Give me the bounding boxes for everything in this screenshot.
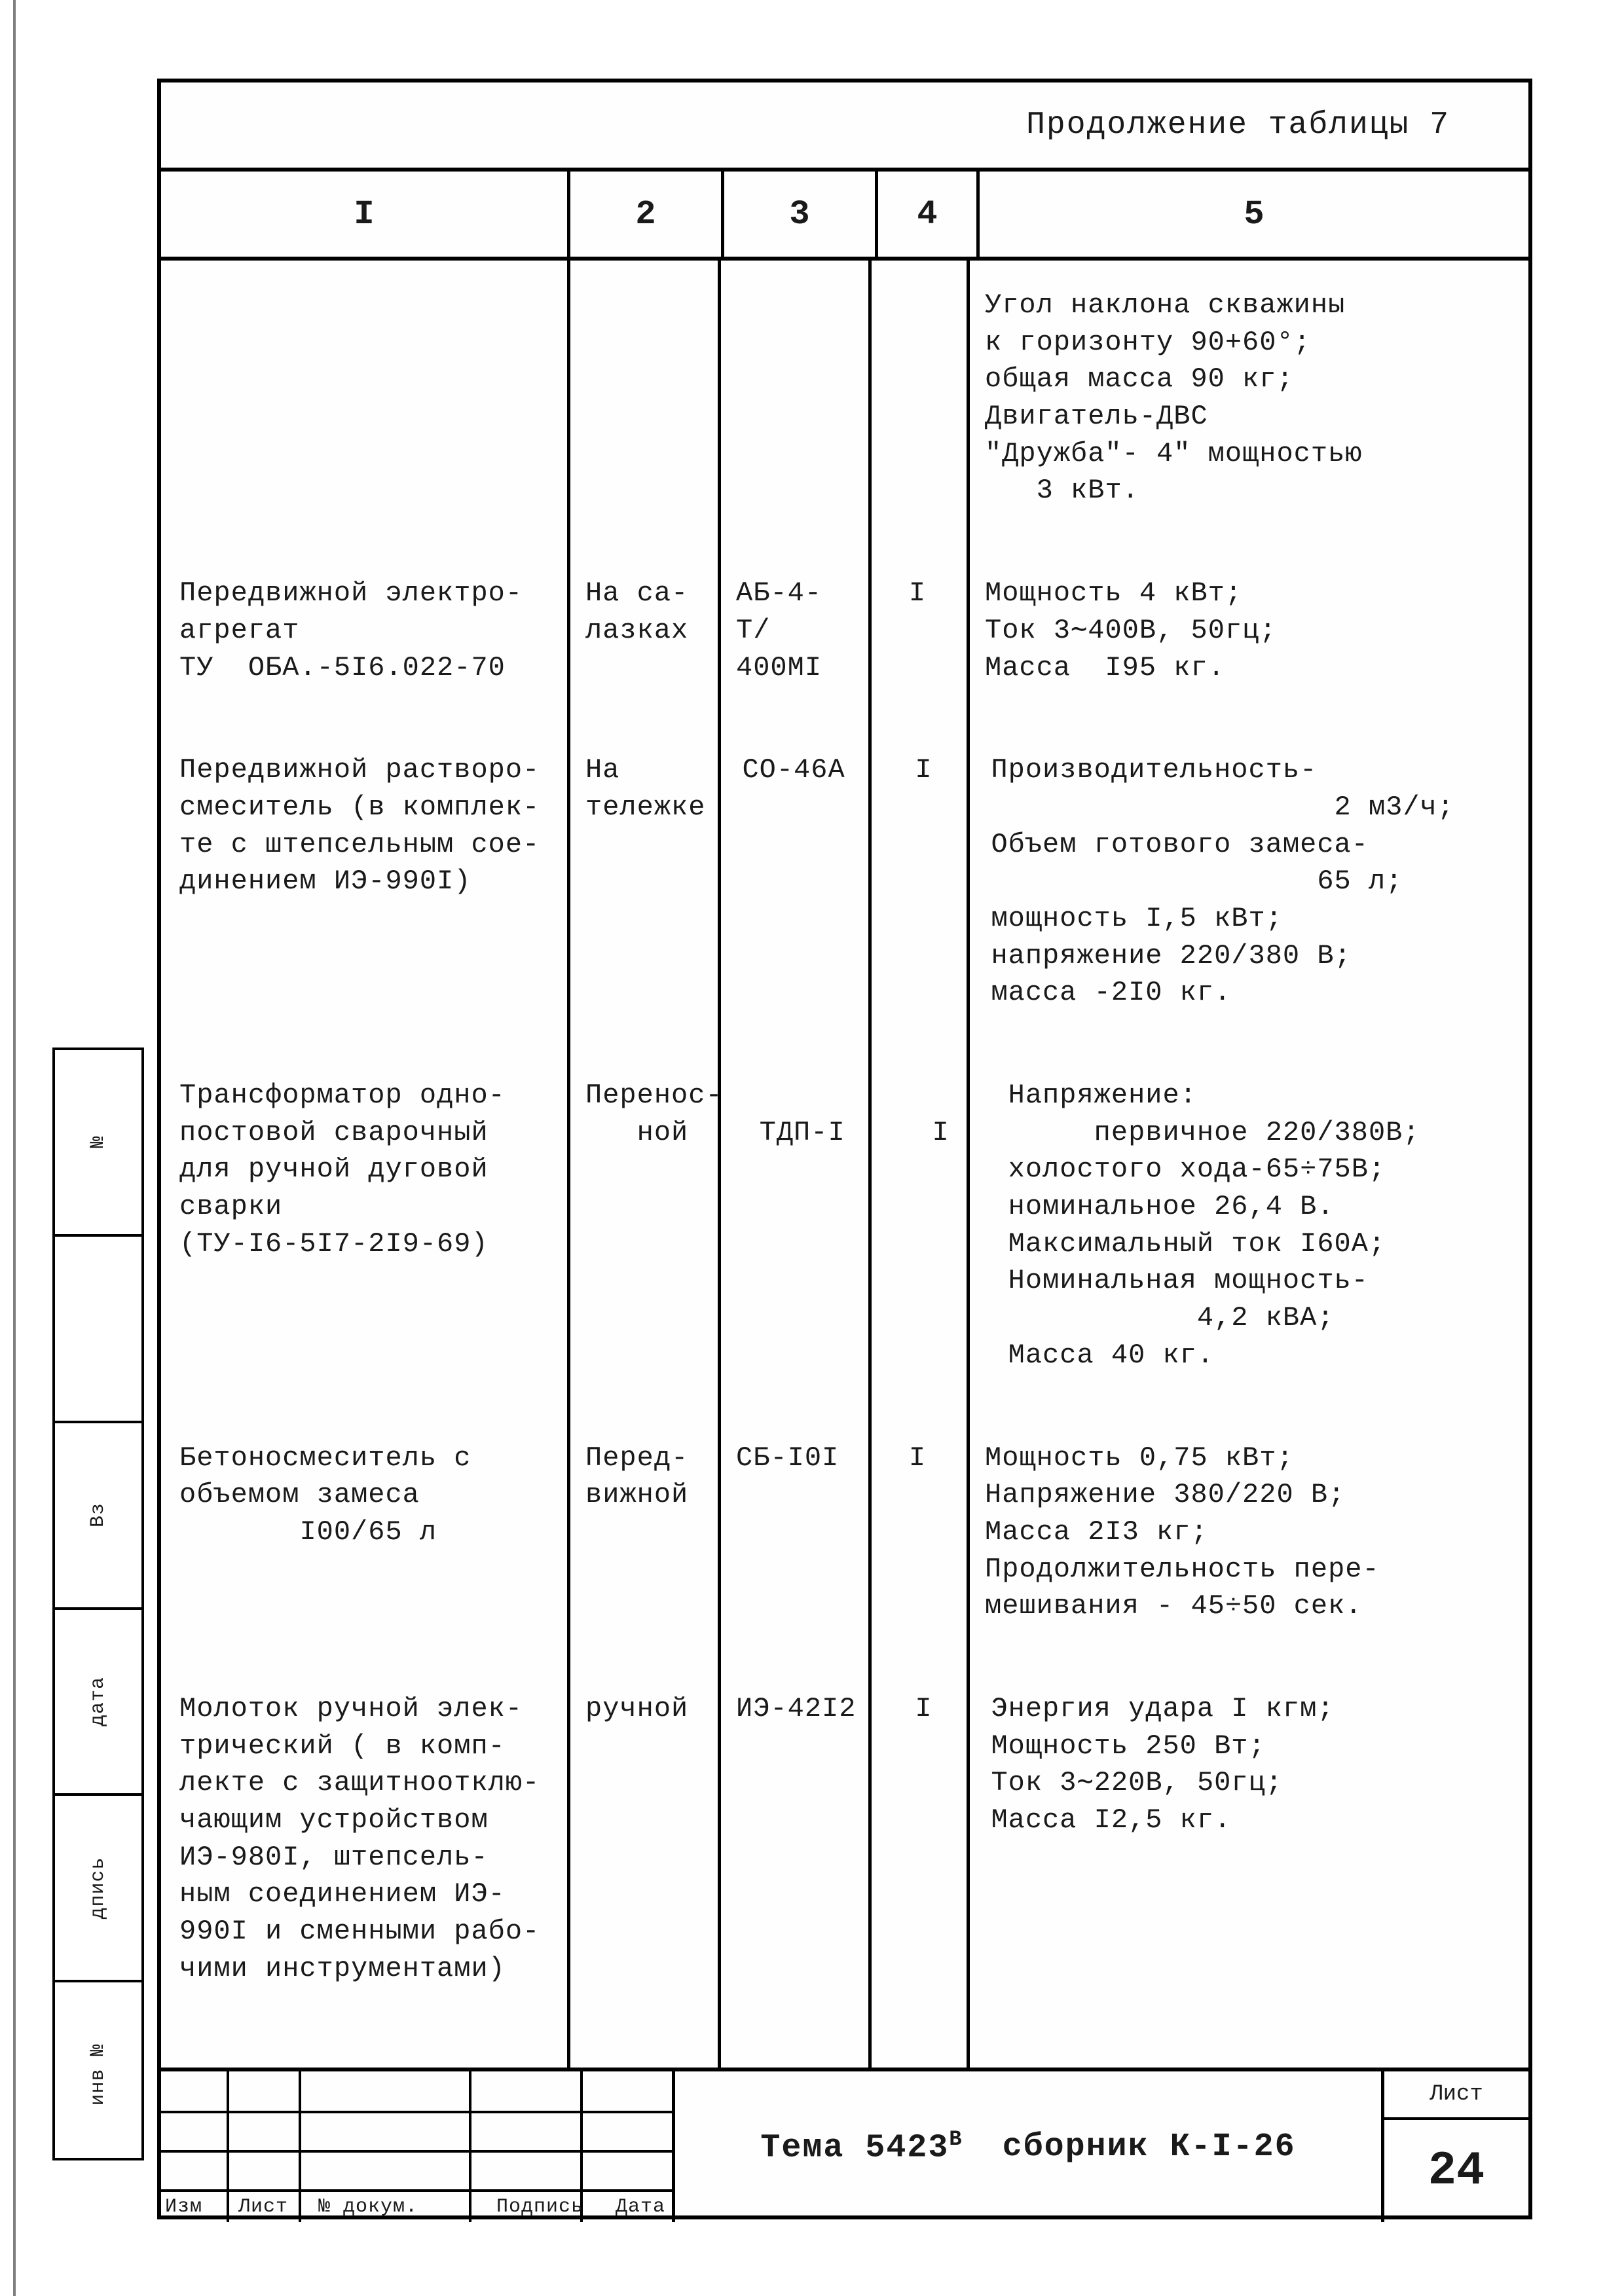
stamp-label: Дата (612, 2196, 711, 2218)
cell-qty: I (874, 1690, 972, 1988)
cell-specs: Энергия удара I кгм; Мощность 250 Вт; То… (972, 1690, 1528, 1988)
col-header-1: I (161, 172, 570, 257)
document-id: Тема 5423В сборник К-I-26 (698, 2071, 1358, 2222)
cell-qty (868, 287, 967, 509)
table-row: Передвижной электро- агрегат ТУ ОБА.-5I6… (161, 549, 1528, 725)
cell-qty: I (868, 1440, 967, 1625)
col-header-4: 4 (878, 172, 980, 257)
cell-qty: I (868, 575, 967, 686)
stamp-label: № докум. (314, 2196, 492, 2218)
binding-label: инв № (87, 2043, 109, 2105)
cell-type: На са- лазках (567, 575, 718, 686)
sheet-number: 24 (1384, 2120, 1528, 2222)
topic-code: Тема 5423 (760, 2129, 949, 2166)
cell-model: ИЭ-42I2 (718, 1690, 874, 1988)
cell-model (718, 287, 868, 509)
table-continuation-caption: Продолжение таблицы 7 (161, 82, 1528, 172)
cell-name: Передвижной электро- агрегат ТУ ОБА.-5I6… (161, 575, 567, 686)
table-row: Молоток ручной элек- трический ( в комп-… (161, 1664, 1528, 2027)
revision-grid-labels: Изм Лист № докум. Подпись Дата (161, 2196, 711, 2218)
cell-type: На тележке (567, 752, 724, 1011)
cell-specs: Угол наклона скважины к горизонту 90+60°… (967, 287, 1528, 509)
binding-label: дата (87, 1677, 109, 1726)
stamp-label: Лист (234, 2196, 314, 2218)
col-header-2: 2 (570, 172, 724, 257)
title-block: Изм Лист № докум. Подпись Дата Тема 5423… (161, 2071, 1528, 2222)
cell-specs: Мощность 0,75 кВт; Напряжение 380/220 В;… (967, 1440, 1528, 1625)
cell-name: Трансформатор одно- постовой сварочный д… (161, 1077, 567, 1374)
table-row: Угол наклона скважины к горизонту 90+60°… (161, 261, 1528, 549)
cell-name: Бетоносмеситель с объемом замеса I00/65 … (161, 1440, 567, 1625)
cell-type: ручной (567, 1690, 718, 1988)
binding-strip: № Вз дата дпись инв № (52, 1048, 144, 2160)
stamp-label: Изм (161, 2196, 234, 2218)
cell-type: Перед- вижной (567, 1440, 718, 1625)
cell-name: Передвижной растворо- смеситель (в компл… (161, 752, 567, 1011)
table-header-row: I 2 3 4 5 (161, 172, 1528, 261)
col-header-3: 3 (724, 172, 878, 257)
stamp-label: Подпись (492, 2196, 612, 2218)
binding-label: дпись (87, 1857, 109, 1919)
cell-qty: I (892, 1077, 990, 1374)
cell-name (161, 287, 567, 509)
binding-label: № (87, 1136, 109, 1148)
sheet-label: Лист (1384, 2071, 1528, 2120)
table-row: Трансформатор одно- постовой сварочный д… (161, 1051, 1528, 1413)
binding-label: Вз (87, 1503, 109, 1527)
revision-grid: Изм Лист № докум. Подпись Дата (161, 2071, 675, 2222)
cell-type: Перенос- ной (567, 1077, 741, 1374)
cell-model: СО-46А (724, 752, 874, 1011)
cell-model: АБ-4-Т/ 400МI (718, 575, 868, 686)
page-frame: Продолжение таблицы 7 I 2 3 4 5 Угол нак… (157, 79, 1532, 2219)
table-row: Бетоносмеситель с объемом замеса I00/65 … (161, 1413, 1528, 1664)
sheet-number-box: Лист 24 (1381, 2071, 1528, 2222)
cell-name: Молоток ручной элек- трический ( в комп-… (161, 1690, 567, 1988)
collection-code: сборник К-I-26 (1003, 2128, 1296, 2166)
topic-super: В (949, 2127, 963, 2151)
table-body: Угол наклона скважины к горизонту 90+60°… (161, 261, 1528, 2071)
cell-specs: Мощность 4 кВт; Ток 3∼400В, 50гц; Масса … (967, 575, 1528, 686)
table-continuation-text: Продолжение таблицы 7 (1026, 107, 1450, 143)
table-row: Передвижной растворо- смеситель (в компл… (161, 725, 1528, 1051)
cell-qty: I (874, 752, 972, 1011)
cell-specs: Напряжение: первичное 220/380В; холостог… (990, 1077, 1528, 1374)
cell-model: СБ-I0I (718, 1440, 868, 1625)
cell-type (567, 287, 718, 509)
col-header-5: 5 (980, 172, 1528, 257)
cell-specs: Производительность- 2 м3/ч; Объем готово… (972, 752, 1528, 1011)
